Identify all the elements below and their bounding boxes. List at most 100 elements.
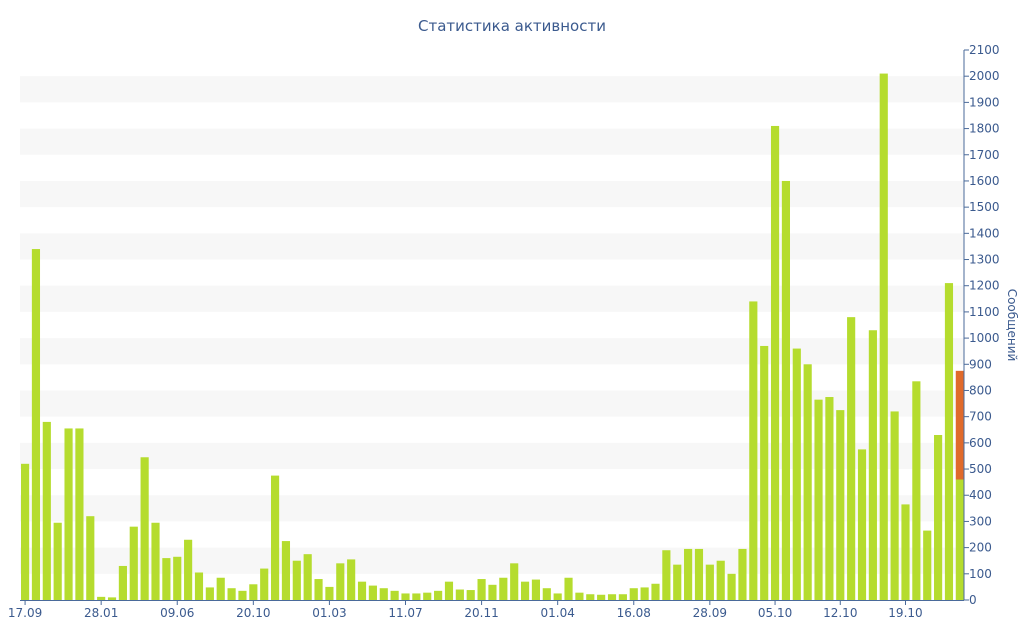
bar <box>607 594 617 600</box>
y-tick-label: 1700 <box>969 148 1000 162</box>
bar <box>129 526 138 600</box>
y-tick-label: 1300 <box>969 253 1000 267</box>
bar <box>586 594 595 600</box>
x-axis: 17.09 28.01 09.06 20.10 01.03 11.07 20.11 01.04… <box>8 600 964 620</box>
x-tick-label: 19.10 <box>888 606 922 620</box>
bar <box>520 581 530 600</box>
bar <box>531 579 541 600</box>
bar <box>249 584 258 600</box>
x-tick-label: 01.03 <box>312 606 346 620</box>
bar <box>401 593 410 600</box>
bar <box>890 411 899 600</box>
grid-band <box>20 128 964 155</box>
y-tick-label: 1800 <box>969 122 1000 136</box>
chart-title: Статистика активности <box>418 17 606 35</box>
y-tick-label: 1500 <box>969 200 1000 214</box>
bar <box>292 560 301 600</box>
y-tick-label: 2000 <box>969 69 1000 83</box>
bar <box>618 594 627 600</box>
bar <box>694 548 704 600</box>
x-tick-label: 28.01 <box>84 606 118 620</box>
bar <box>216 577 225 600</box>
grid-band <box>20 338 964 365</box>
bar <box>781 180 791 600</box>
bar <box>857 449 867 600</box>
bar <box>727 573 736 600</box>
bar <box>466 590 475 600</box>
bar <box>716 560 725 600</box>
y-tick-label: 0 <box>969 593 977 607</box>
bar <box>270 475 280 600</box>
bar <box>738 548 747 600</box>
bar <box>770 125 780 600</box>
bar <box>347 559 356 600</box>
y-tick-label: 200 <box>969 541 992 555</box>
y-tick-label: 500 <box>969 462 992 476</box>
bar <box>825 397 834 600</box>
y-tick-label: 400 <box>969 488 992 502</box>
bar <box>705 564 714 600</box>
bar <box>597 594 606 600</box>
bar <box>912 381 921 600</box>
bar <box>955 479 964 600</box>
bar <box>760 345 769 600</box>
bar <box>227 588 236 600</box>
bar <box>173 556 182 600</box>
bar <box>64 428 73 600</box>
bar <box>238 590 247 600</box>
bar <box>379 588 388 600</box>
bar <box>434 590 443 600</box>
bar <box>97 596 106 600</box>
bar <box>749 301 758 600</box>
y-tick-label: 100 <box>969 567 992 581</box>
bar <box>868 330 877 600</box>
y-axis-title: Сообщений <box>1005 289 1019 362</box>
bar <box>640 587 649 600</box>
bar <box>901 504 910 600</box>
x-tick-label: 20.10 <box>236 606 270 620</box>
bar <box>107 597 117 600</box>
bar <box>944 283 954 600</box>
bar <box>575 592 584 600</box>
bar <box>86 516 95 600</box>
bar <box>684 548 693 600</box>
bar <box>325 586 334 600</box>
y-tick-label: 1200 <box>969 279 1000 293</box>
bar <box>303 554 312 600</box>
y-tick-label: 1600 <box>969 174 1000 188</box>
bar <box>336 563 345 600</box>
bar <box>564 577 573 600</box>
grid-band <box>20 285 964 312</box>
x-tick-label: 16.08 <box>617 606 651 620</box>
bar <box>260 568 269 600</box>
bar <box>151 522 160 600</box>
bar <box>477 579 486 600</box>
y-axis: 0 100 200 300 400 500 600 700 800 900 1000 1100 1200… <box>963 43 1000 607</box>
bar <box>390 590 399 600</box>
bar <box>542 588 551 600</box>
x-tick-label: 01.04 <box>540 606 574 620</box>
x-tick-label: 17.09 <box>8 606 42 620</box>
x-tick-label: 20.11 <box>464 606 498 620</box>
y-tick-label: 1100 <box>969 305 1000 319</box>
grid-band <box>20 180 964 208</box>
x-tick-label: 28.09 <box>693 606 727 620</box>
bar <box>792 348 801 600</box>
bar <box>847 317 856 600</box>
bar <box>21 463 30 600</box>
bar <box>662 550 671 600</box>
y-tick-label: 900 <box>969 357 992 371</box>
bars-group <box>21 73 964 601</box>
bar <box>194 572 204 600</box>
x-tick-label: 12.10 <box>823 606 857 620</box>
bar <box>314 579 323 600</box>
bar <box>553 593 562 600</box>
bar <box>412 593 421 600</box>
bar <box>281 541 291 600</box>
bar <box>53 522 62 600</box>
bar <box>499 577 508 600</box>
bar <box>444 581 454 600</box>
x-tick-label: 05.10 <box>758 606 792 620</box>
bar <box>629 588 638 600</box>
bar <box>836 410 845 600</box>
